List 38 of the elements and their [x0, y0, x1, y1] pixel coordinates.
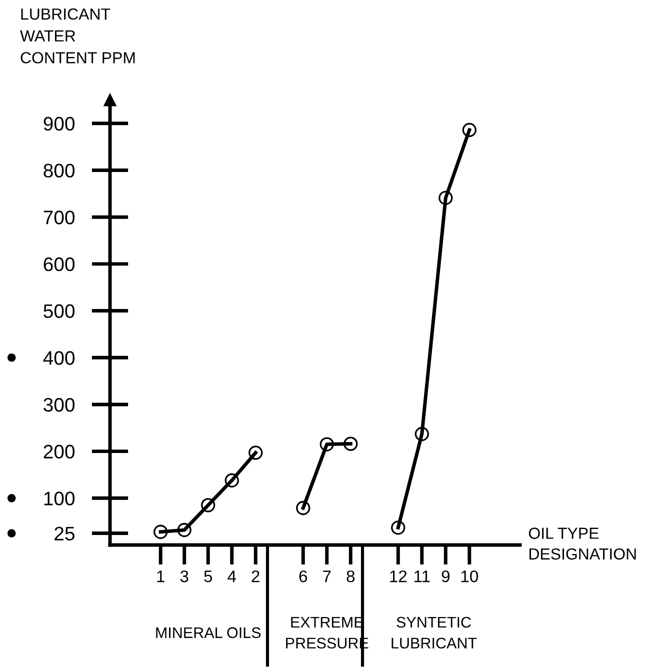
- x-tick-label: 10: [461, 570, 478, 582]
- x-tick-label: 3: [180, 570, 188, 582]
- y-axis-title: LUBRICANT WATER CONTENT PPM: [20, 8, 135, 64]
- y-tick-label: 700: [44, 210, 75, 224]
- point: [224, 473, 239, 488]
- x-tick-label: 5: [204, 570, 212, 582]
- y-tick-label: 300: [44, 398, 75, 412]
- point: [462, 122, 476, 138]
- x-tick-label: 6: [299, 570, 308, 582]
- y-tick-label: 900: [44, 116, 75, 131]
- x-tick-label: 7: [323, 570, 331, 582]
- point: [438, 190, 453, 205]
- y-tick-label: 200: [44, 444, 75, 459]
- text: SYNTETIC LUBRICANT: [392, 616, 477, 649]
- x-axis-title: OIL TYPE DESIGNATION: [528, 528, 636, 560]
- text: MINERAL OILS: [156, 627, 261, 638]
- x-tick-label: 12: [390, 570, 407, 582]
- y-tick-label: 600: [44, 257, 75, 272]
- y-tick-label: 500: [44, 304, 75, 318]
- point: [154, 524, 168, 539]
- x-tick-label: 8: [346, 570, 355, 582]
- point: [391, 520, 406, 535]
- point: [201, 498, 216, 512]
- x-tick-label: 4: [228, 570, 236, 582]
- point: [320, 437, 334, 452]
- x-tick-label: 9: [442, 570, 450, 582]
- x-tick-label: 1: [157, 570, 164, 582]
- x-tick-label: 2: [252, 570, 260, 582]
- x-tick-label: 11: [414, 570, 430, 582]
- point: [344, 436, 358, 451]
- y-tick-label: 800: [44, 164, 75, 178]
- point: [296, 500, 310, 516]
- point: [414, 426, 429, 442]
- point: [177, 522, 192, 538]
- y-tick-label: 100: [44, 492, 75, 506]
- y-tick-label: 25: [54, 526, 74, 541]
- point: [248, 446, 263, 460]
- y-tick-label: 400: [43, 351, 75, 365]
